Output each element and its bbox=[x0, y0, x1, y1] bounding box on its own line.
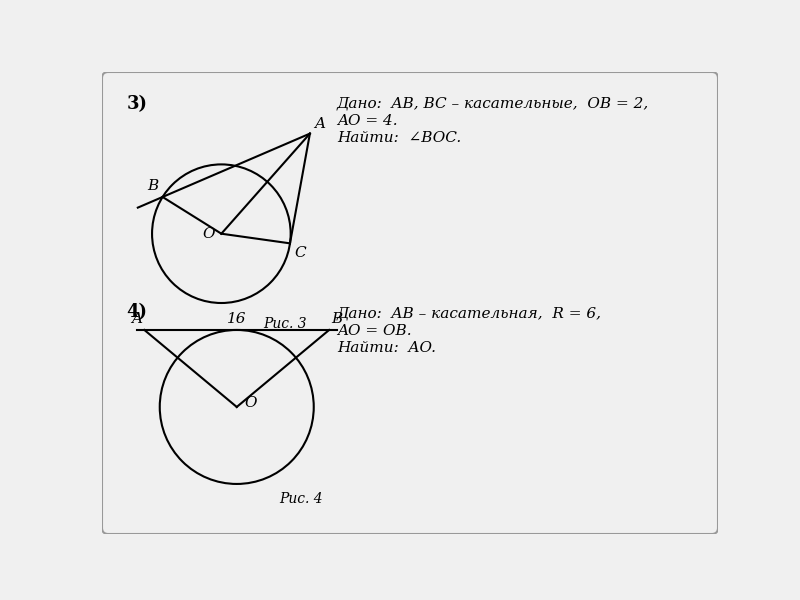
Text: Найти:  ∠BOC.: Найти: ∠BOC. bbox=[337, 131, 461, 145]
Text: A: A bbox=[131, 312, 142, 326]
Text: Дано:  AB – касательная,  R = 6,: Дано: AB – касательная, R = 6, bbox=[337, 307, 602, 321]
Text: AO = 4.: AO = 4. bbox=[337, 113, 398, 128]
Text: 4): 4) bbox=[126, 303, 148, 321]
Text: O: O bbox=[202, 227, 215, 241]
Text: B: B bbox=[147, 179, 158, 193]
Text: Рис. 4: Рис. 4 bbox=[279, 491, 322, 506]
Text: O: O bbox=[245, 396, 257, 410]
Text: 3): 3) bbox=[126, 95, 148, 113]
Text: AO = OB.: AO = OB. bbox=[337, 324, 411, 338]
Text: Дано:  AB, BC – касательные,  OB = 2,: Дано: AB, BC – касательные, OB = 2, bbox=[337, 97, 649, 110]
Text: Рис. 3: Рис. 3 bbox=[264, 317, 307, 331]
Text: B: B bbox=[331, 312, 342, 326]
Text: Найти:  AO.: Найти: AO. bbox=[337, 341, 436, 355]
Text: C: C bbox=[294, 245, 306, 260]
Text: 16: 16 bbox=[227, 312, 246, 326]
Text: A: A bbox=[314, 116, 325, 131]
FancyBboxPatch shape bbox=[102, 72, 718, 534]
